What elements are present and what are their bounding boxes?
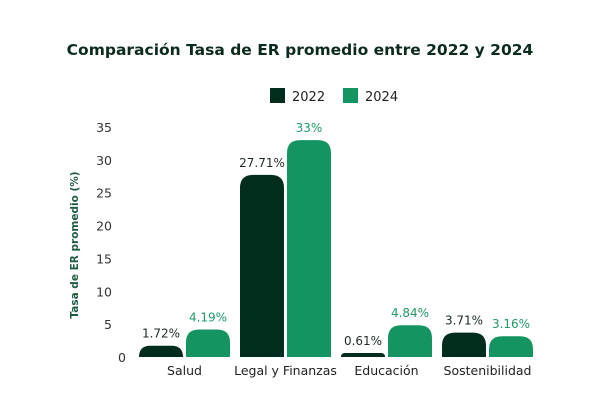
data-label-2024: 33% bbox=[296, 121, 323, 135]
legend: 2022 2024 bbox=[270, 88, 398, 105]
y-tick-label: 15 bbox=[96, 251, 112, 266]
y-tick-label: 10 bbox=[96, 284, 112, 299]
x-axis-categories: Salud Legal y Finanzas Educación Sostenibil… bbox=[167, 363, 531, 378]
y-tick-label: 25 bbox=[96, 186, 112, 201]
x-category-label: Legal y Finanzas bbox=[234, 363, 337, 378]
legend-swatch-2024 bbox=[343, 88, 358, 103]
bar-2022-2 bbox=[341, 352, 385, 357]
chart-title: Comparación Tasa de ER promedio entre 20… bbox=[67, 41, 534, 59]
x-category-label: Salud bbox=[167, 363, 202, 378]
bar-2024-3 bbox=[489, 336, 533, 357]
bar-2022-3 bbox=[442, 332, 486, 357]
data-label-2022: 1.72% bbox=[142, 327, 180, 341]
y-axis-label: Tasa de ER promedio (%) bbox=[69, 171, 81, 318]
bars bbox=[139, 140, 533, 357]
legend-swatch-2022 bbox=[270, 88, 285, 103]
x-category-label: Sostenibilidad bbox=[444, 363, 532, 378]
y-axis-ticks: 0 5 10 15 20 25 30 35 bbox=[96, 120, 126, 365]
x-category-label: Educación bbox=[354, 363, 418, 378]
data-label-2022: 27.71% bbox=[239, 156, 285, 170]
y-tick-label: 30 bbox=[96, 153, 112, 168]
data-label-2024: 4.84% bbox=[391, 306, 429, 320]
legend-label-2024: 2024 bbox=[365, 90, 398, 105]
bar-2024-2 bbox=[388, 325, 432, 357]
bar-2024-1 bbox=[287, 140, 331, 357]
y-tick-label: 20 bbox=[96, 219, 112, 234]
data-label-2022: 3.71% bbox=[445, 314, 483, 328]
bar-2022-1 bbox=[240, 174, 284, 357]
data-label-2024: 3.16% bbox=[492, 317, 530, 331]
data-label-2022: 0.61% bbox=[344, 334, 382, 348]
y-tick-label: 35 bbox=[96, 120, 112, 135]
y-tick-label: 5 bbox=[104, 317, 112, 332]
data-labels: 1.72% 4.19% 27.71% 33% 0.61% 4.84% 3.71% 3.16% bbox=[142, 121, 530, 348]
data-label-2024: 4.19% bbox=[189, 310, 227, 324]
bar-2024-0 bbox=[186, 329, 230, 357]
legend-label-2022: 2022 bbox=[292, 90, 325, 105]
y-tick-label: 0 bbox=[118, 350, 126, 365]
bar-2022-0 bbox=[139, 345, 183, 357]
